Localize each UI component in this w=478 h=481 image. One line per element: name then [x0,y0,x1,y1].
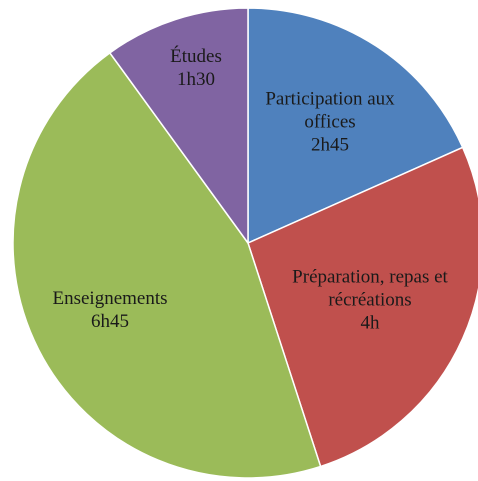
pie-slice [12,51,322,479]
category-label: Enseignements [52,288,168,309]
slice-label: Études 1h30 [151,45,241,91]
pie-slice [108,7,249,246]
slice-label: Enseignements 6h45 [25,287,195,333]
value-label: 2h45 [311,134,349,156]
slice-label: Participation aux offices 2h45 [255,88,405,157]
pie-slice [247,7,464,245]
category-label: Participation aux offices [265,88,395,133]
value-label: 4h [360,312,380,334]
category-label: Études [170,46,222,67]
value-label: 6h45 [91,311,129,332]
category-label: Préparation, repas et récréations [292,266,448,311]
value-label: 1h30 [177,69,215,90]
slice-label: Préparation, repas et récréations 4h [275,266,465,335]
